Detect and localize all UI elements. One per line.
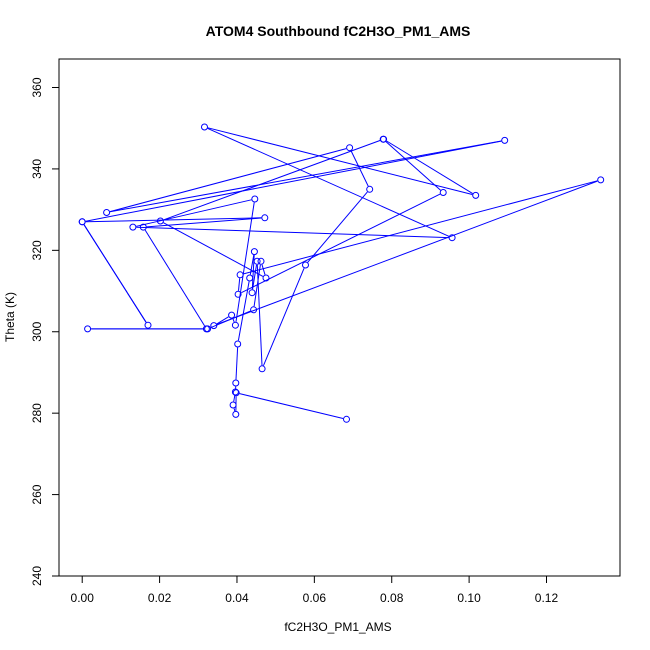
- series-segment: [235, 202, 255, 322]
- x-tick-label: 0.04: [225, 591, 249, 605]
- series-segment: [235, 347, 239, 380]
- data-point: [251, 195, 259, 203]
- data-point: [204, 325, 212, 333]
- series-segment: [386, 140, 473, 195]
- data-point: [262, 274, 270, 282]
- data-point: [346, 144, 354, 152]
- data-point: [258, 365, 266, 373]
- series-segment: [109, 148, 347, 213]
- series-segment: [216, 180, 598, 325]
- data-point: [231, 321, 239, 329]
- data-point: [84, 325, 92, 333]
- data-point: [228, 311, 236, 319]
- series-segment: [232, 318, 235, 323]
- data-point: [379, 135, 387, 143]
- data-point: [236, 271, 244, 279]
- data-point: [257, 257, 265, 265]
- data-point: [302, 261, 309, 269]
- data-point: [234, 340, 242, 348]
- series-layer: [78, 123, 605, 423]
- series-segment: [207, 127, 450, 237]
- data-point: [201, 123, 208, 131]
- series-segment: [307, 191, 368, 263]
- data-point: [144, 321, 152, 329]
- data-point: [261, 214, 269, 222]
- y-tick-label: 260: [30, 484, 44, 504]
- data-point: [139, 223, 147, 231]
- x-tick-label: 0.02: [148, 591, 172, 605]
- data-point: [250, 306, 258, 314]
- series-segment: [163, 139, 381, 221]
- series-segment: [263, 268, 305, 366]
- series-segment: [239, 393, 344, 419]
- series-segment: [252, 264, 257, 290]
- x-tick-label: 0.10: [457, 591, 481, 605]
- series-segment: [85, 217, 262, 223]
- series-segment: [237, 281, 250, 341]
- series-segment: [163, 222, 264, 277]
- series-segment: [233, 408, 236, 412]
- series-segment: [233, 395, 236, 402]
- series-segment: [249, 254, 255, 275]
- x-tick-label: 0.00: [71, 591, 95, 605]
- series-segment: [243, 180, 598, 275]
- data-point: [78, 218, 86, 226]
- data-point: [253, 257, 261, 265]
- data-point: [232, 410, 240, 418]
- data-point: [366, 185, 374, 193]
- data-point: [156, 217, 164, 225]
- y-tick-label: 340: [30, 159, 44, 179]
- data-point: [103, 209, 111, 216]
- chart-title: ATOM4 Southbound fC2H3O_PM1_AMS: [206, 23, 471, 39]
- data-point: [597, 176, 605, 184]
- series-segment: [136, 199, 252, 227]
- series-segment: [136, 226, 449, 239]
- y-tick-label: 320: [30, 240, 44, 260]
- series-segment: [261, 264, 266, 275]
- data-point: [210, 322, 218, 330]
- y-tick-label: 240: [30, 566, 44, 586]
- data-point: [250, 248, 258, 256]
- series-segment: [83, 224, 147, 323]
- data-point: [129, 223, 137, 231]
- series-segment: [241, 193, 441, 294]
- x-tick-label: 0.08: [380, 591, 404, 605]
- data-point: [439, 189, 447, 196]
- data-point: [248, 289, 256, 297]
- y-tick-label: 280: [30, 403, 44, 423]
- x-axis-label: fC2H3O_PM1_AMS: [284, 620, 391, 634]
- data-point: [232, 379, 240, 387]
- x-axis: 0.00 0.02 0.04 0.06 0.08 0.10 0.12: [71, 575, 559, 605]
- data-point: [246, 274, 254, 282]
- series-segment: [144, 229, 206, 327]
- data-point: [343, 415, 350, 423]
- x-tick-label: 0.06: [303, 591, 327, 605]
- series-segment: [253, 264, 261, 307]
- series-segment: [146, 217, 262, 228]
- data-point: [231, 388, 239, 396]
- x-tick-label: 0.12: [535, 591, 559, 605]
- series-segment: [385, 141, 441, 191]
- series-segment: [85, 140, 502, 222]
- data-point: [448, 234, 456, 242]
- series-segment: [238, 278, 241, 291]
- y-tick-label: 360: [30, 77, 44, 97]
- series-segment: [207, 127, 473, 195]
- y-tick-label: 300: [30, 321, 44, 341]
- data-point: [229, 401, 237, 409]
- series-segment: [109, 140, 502, 213]
- data-point: [501, 136, 509, 144]
- data-point: [234, 290, 242, 298]
- y-axis: 240 260 280 300 320 340 360: [30, 77, 60, 586]
- data-point: [472, 191, 480, 199]
- data-point: [232, 389, 240, 397]
- series-segment: [216, 316, 229, 325]
- y-axis-label: Theta (K): [3, 292, 17, 342]
